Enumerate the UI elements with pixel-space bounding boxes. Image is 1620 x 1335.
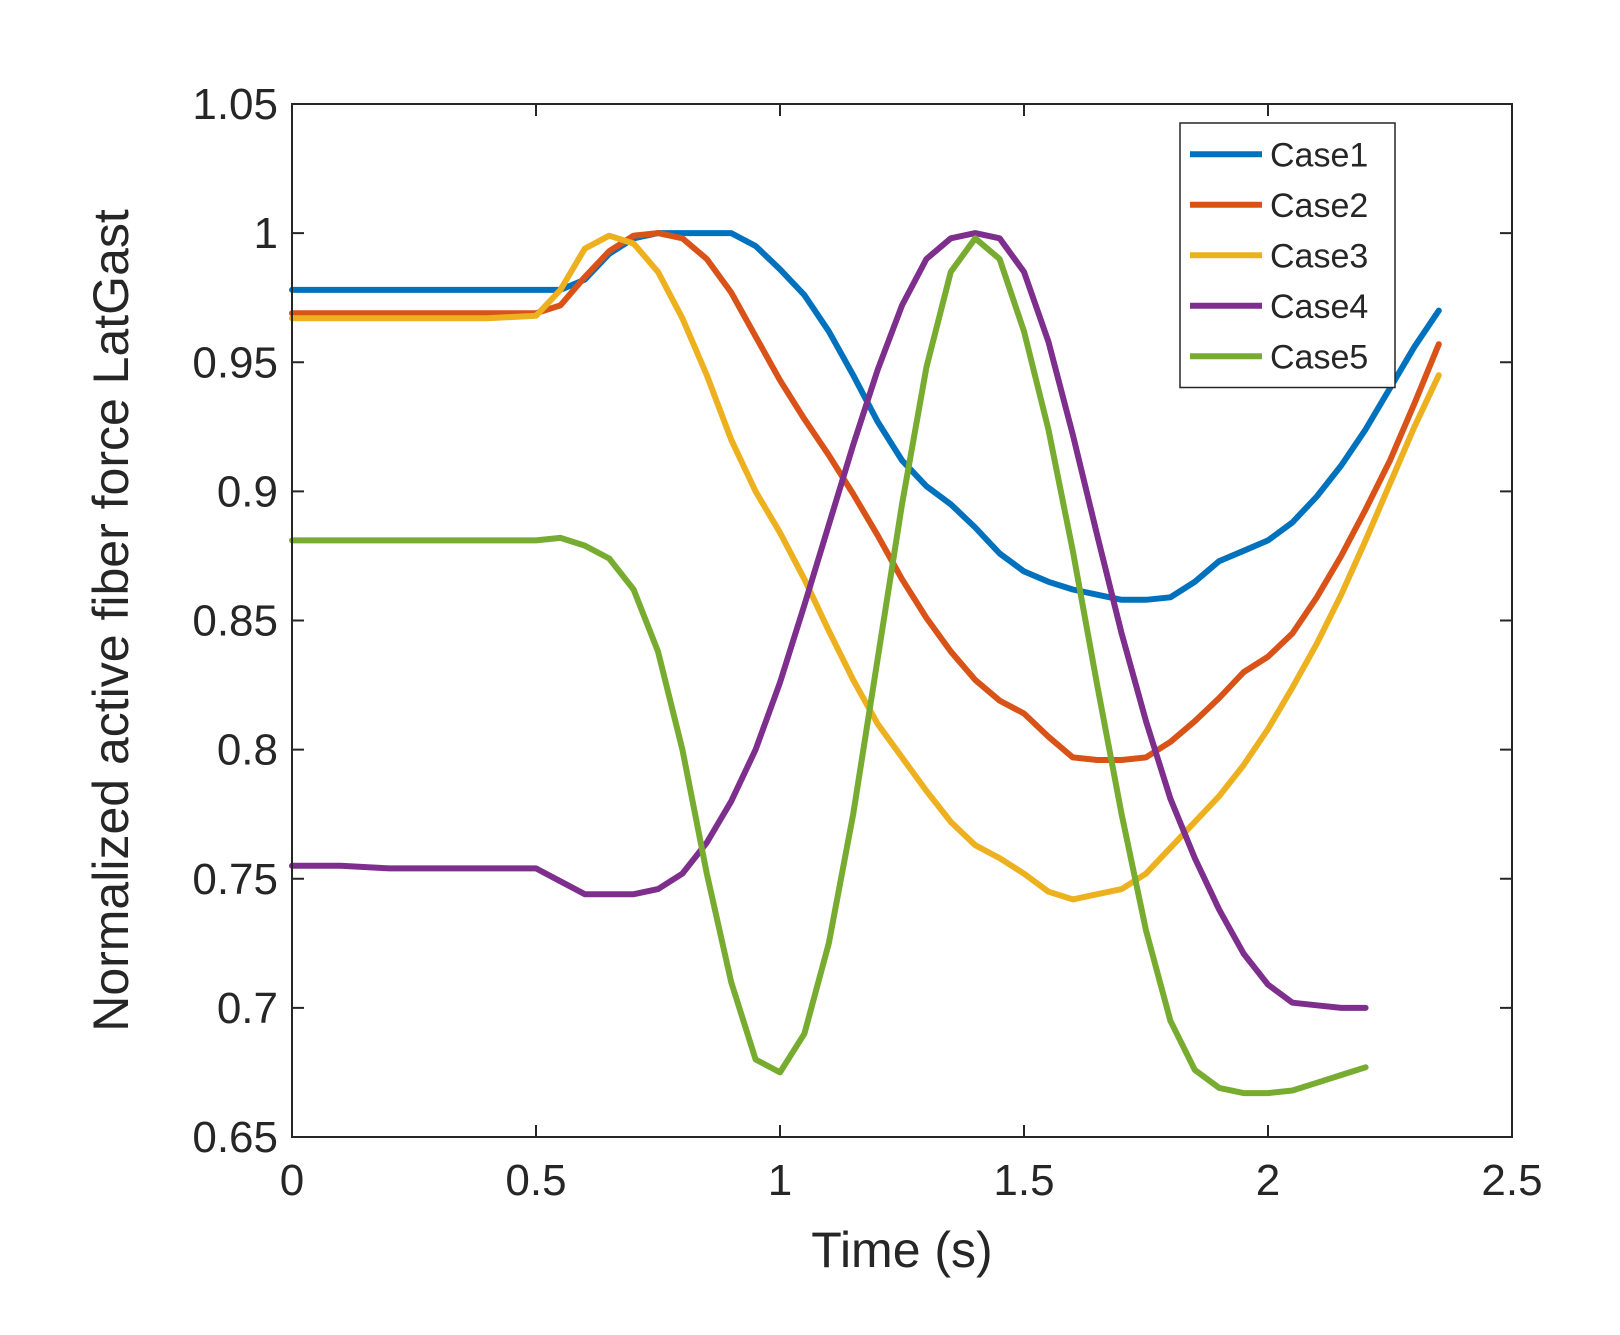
series-line-case3: [289, 232, 1442, 903]
y-axis-ticks: 0.65 0.7 0.75 0.8 0.85 0.9 0.95 1 1.05: [192, 80, 1512, 1162]
y-tick-label: 0.75: [192, 855, 278, 904]
series-group: [289, 230, 1442, 1097]
y-tick-label: 0.8: [217, 726, 278, 775]
y-axis-label: Normalized active fiber force LatGast: [83, 209, 139, 1032]
y-tick-label: 0.85: [192, 597, 278, 646]
legend-label-case5: Case5: [1270, 338, 1368, 376]
legend-label-case3: Case3: [1270, 237, 1368, 275]
x-tick-label: 1: [768, 1156, 792, 1205]
series-line-case5: [289, 235, 1369, 1097]
x-tick-label: 2: [1256, 1156, 1280, 1205]
legend-label-case2: Case2: [1270, 187, 1368, 225]
series-line-case2: [289, 230, 1442, 763]
y-tick-label: 1: [254, 209, 278, 258]
x-tick-label: 0: [280, 1156, 304, 1205]
x-tick-label: 0.5: [505, 1156, 566, 1205]
y-tick-label: 1.05: [192, 80, 278, 129]
y-tick-label: 0.7: [217, 984, 278, 1033]
legend-label-case1: Case1: [1270, 136, 1368, 174]
x-tick-label: 2.5: [1481, 1156, 1542, 1205]
x-axis-ticks: 0 0.5 1 1.5 2 2.5: [280, 104, 1543, 1205]
legend-label-case4: Case4: [1270, 288, 1368, 326]
series-line-case4: [289, 230, 1369, 1011]
x-tick-label: 1.5: [993, 1156, 1054, 1205]
legend: Case1 Case2 Case3 Case4 Case5: [1179, 122, 1396, 389]
y-tick-label: 0.9: [217, 467, 278, 516]
x-axis-label: Time (s): [811, 1222, 992, 1278]
y-tick-label: 0.95: [192, 338, 278, 387]
y-tick-label: 0.65: [192, 1113, 278, 1162]
